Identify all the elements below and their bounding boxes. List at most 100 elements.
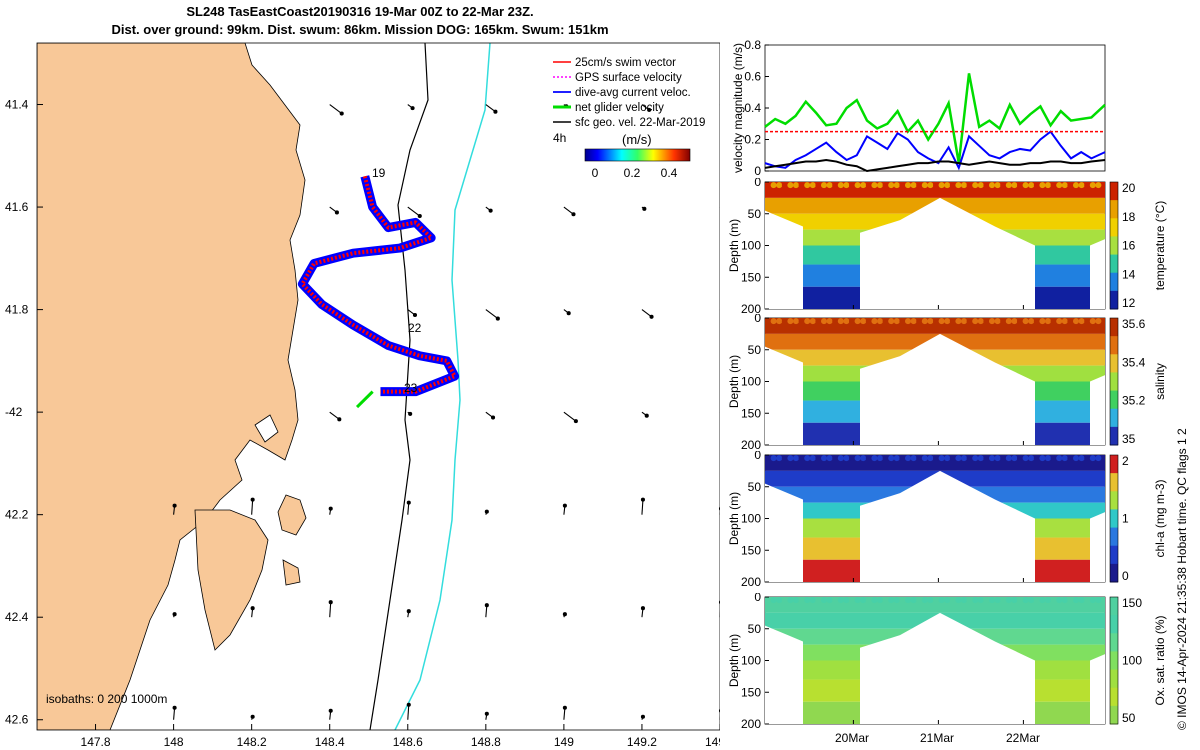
section-sample	[1078, 597, 1085, 604]
time-axis: 20Mar 21Mar 22Mar	[835, 731, 1040, 745]
section-y-label: Depth (m)	[727, 492, 741, 545]
section-sample	[910, 455, 917, 462]
section-sample	[899, 455, 906, 462]
section-sample	[798, 182, 805, 189]
section-sample	[933, 455, 939, 462]
section-sample	[1028, 182, 1035, 189]
section-sample	[1078, 455, 1085, 462]
geo-arrow	[407, 704, 410, 720]
island	[277, 494, 307, 536]
section-sample	[938, 318, 945, 325]
section-sample	[949, 318, 956, 325]
section-sample	[977, 182, 984, 189]
section-sample	[877, 455, 883, 462]
section-y-label: Depth (m)	[727, 219, 741, 272]
isobath-1000m	[394, 43, 491, 730]
section-sample	[949, 455, 956, 462]
geo-arrow-head	[490, 415, 496, 420]
section-sample	[1050, 597, 1057, 604]
depth-section-2: 0 50 100 150 200 Depth (m) 35.6 35.4 35.2 35 salin…	[727, 314, 1167, 452]
section-sample	[1039, 455, 1046, 462]
section-sample	[781, 455, 788, 462]
section-sample	[815, 318, 822, 325]
section-sample	[905, 182, 911, 189]
section-sample	[1028, 597, 1035, 604]
section-sample	[832, 455, 839, 462]
section-sample	[826, 455, 833, 462]
section-y-tick-label: 0	[754, 178, 761, 189]
section-sample	[1061, 318, 1068, 325]
section-sample	[787, 455, 794, 462]
section-sample	[1017, 597, 1023, 604]
section-sample	[815, 182, 822, 189]
section-sample	[1000, 318, 1007, 325]
map-x-tick-label: 149	[554, 735, 574, 749]
section-sample	[1084, 455, 1091, 462]
section-mask	[765, 346, 803, 445]
section-mask	[765, 625, 803, 724]
section-sample	[877, 318, 883, 325]
section-sample	[787, 182, 794, 189]
section-sample	[910, 597, 917, 604]
colorbar-tick-2: 0.4	[661, 166, 678, 180]
section-colorbar-segment	[1110, 687, 1118, 707]
sfc-geo-velocity-arrows	[172, 104, 720, 720]
section-sample	[809, 455, 816, 462]
section-sample	[854, 455, 861, 462]
section-colorbar-segment	[1110, 390, 1118, 410]
section-colorbar	[1109, 596, 1119, 725]
section-colorbar-segment	[1110, 491, 1118, 510]
section-sample	[916, 597, 923, 604]
section-sample	[843, 182, 850, 189]
geo-arrow-head	[172, 612, 177, 617]
geo-arrow	[407, 206, 421, 217]
bay-detail	[254, 414, 279, 443]
section-sample	[871, 455, 878, 462]
section-sample	[854, 318, 861, 325]
section-colorbar-segment	[1110, 669, 1118, 689]
section-mask	[765, 210, 803, 309]
section-sample	[977, 318, 984, 325]
section-y-tick-label: 200	[741, 575, 761, 589]
section-sample	[977, 597, 984, 604]
legend-gps-label: GPS surface velocity	[575, 72, 682, 84]
section-sample	[1089, 597, 1096, 604]
section-sample	[765, 597, 771, 604]
section-sample	[821, 182, 827, 189]
section-sample	[1033, 455, 1040, 462]
section-sample	[770, 455, 777, 462]
section-sample	[809, 597, 816, 604]
section-mask	[860, 197, 1035, 309]
section-sample	[1028, 455, 1035, 462]
depth-section-3: 0 50 100 150 200 Depth (m) 2 1 0 chl-a (mg m-3)	[727, 451, 1167, 589]
section-sample	[821, 318, 827, 325]
section-sample	[821, 597, 827, 604]
island-south	[282, 559, 301, 586]
section-y-tick-label: 0	[754, 314, 761, 325]
section-sample	[1056, 318, 1063, 325]
section-colorbar-segment	[1110, 182, 1118, 201]
section-sample	[793, 318, 799, 325]
velocity-y-tick-label: 0.2	[744, 133, 761, 147]
section-colorbar-segment	[1110, 254, 1118, 274]
section-sample	[955, 455, 962, 462]
section-sample	[804, 597, 811, 604]
section-sample	[983, 597, 990, 604]
section-colorbar-segment	[1110, 218, 1118, 237]
colorbar-tick-1: 0.2	[624, 166, 641, 180]
section-sample	[905, 597, 911, 604]
geo-arrow-head	[410, 106, 415, 111]
section-sample	[961, 455, 967, 462]
map-y-tick-label: 42.2	[5, 508, 29, 522]
section-sample	[843, 455, 850, 462]
swim-vectors	[300, 175, 457, 394]
section-sample	[966, 182, 973, 189]
section-colorbar-segment	[1110, 426, 1118, 446]
section-sample	[933, 318, 939, 325]
velocity-y-tick-label: 0	[754, 164, 761, 175]
section-sample	[865, 597, 872, 604]
section-sample	[972, 597, 979, 604]
section-sample	[832, 318, 839, 325]
section-sample	[1000, 182, 1007, 189]
map-x-tick-label: 148.8	[471, 735, 501, 749]
